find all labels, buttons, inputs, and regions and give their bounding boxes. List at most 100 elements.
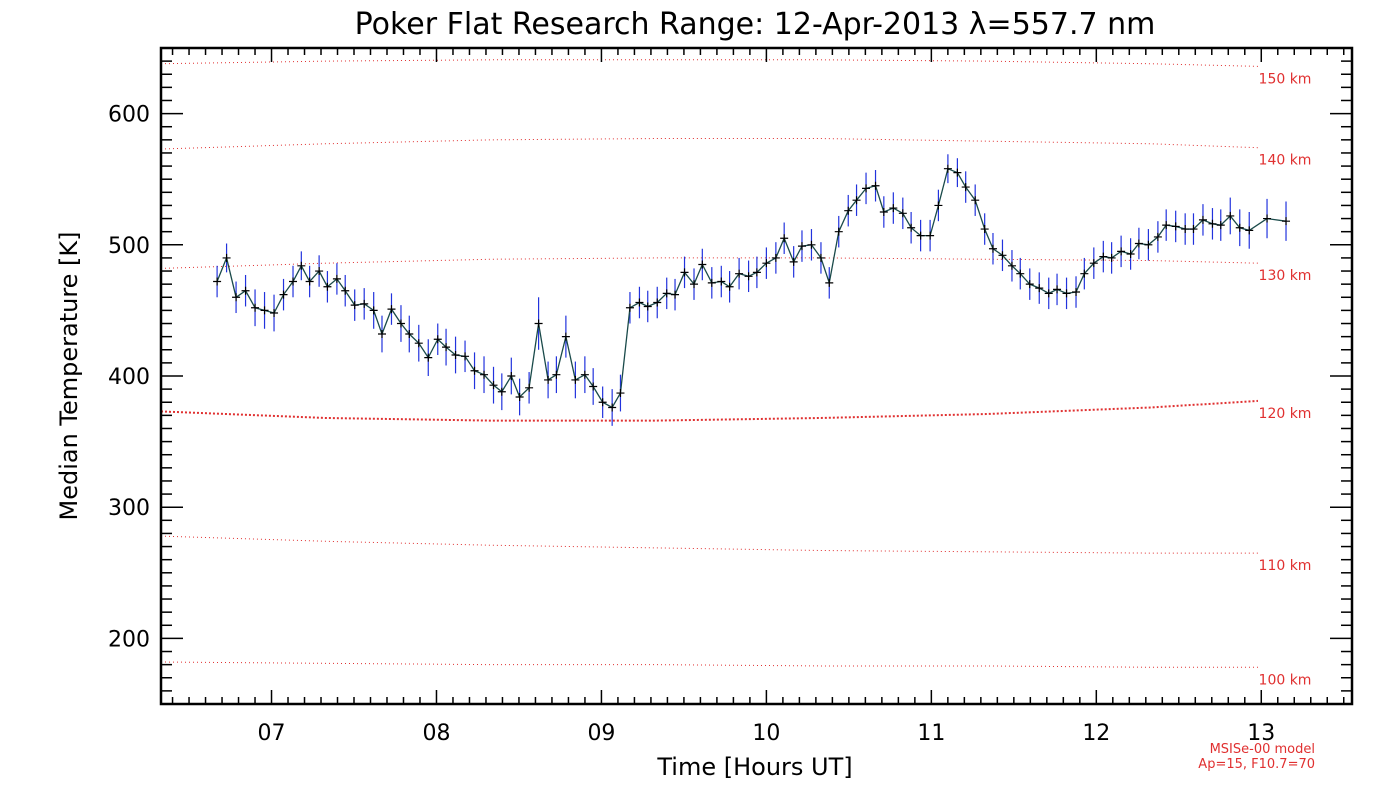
data-point	[1072, 288, 1081, 297]
data-point	[844, 206, 853, 215]
data-point	[898, 209, 907, 218]
data-point	[653, 298, 662, 307]
data-point	[387, 305, 396, 314]
y-axis: 200 300 400 500 600	[108, 47, 1352, 692]
data-point	[369, 306, 378, 315]
model-line-100-km	[160, 661, 1258, 668]
data-point	[1171, 222, 1180, 231]
data-point	[1107, 253, 1116, 262]
data-point	[1080, 269, 1089, 278]
model-label-110-km: 110 km	[1259, 558, 1312, 574]
error-bars	[216, 154, 1287, 426]
data-point	[270, 309, 279, 318]
model-note-line-2: Ap=15, F10.7=70	[1198, 757, 1315, 772]
data-point	[1235, 223, 1244, 232]
data-point	[589, 382, 598, 391]
data-point	[961, 183, 970, 192]
data-point	[862, 184, 871, 193]
data-point	[1007, 261, 1016, 270]
data-point	[1144, 240, 1153, 249]
x-axis: 07 08 09 10 11 12 13	[171, 48, 1345, 746]
data-series	[213, 164, 1291, 412]
data-point	[289, 277, 298, 286]
data-point	[297, 261, 306, 270]
data-point	[332, 274, 341, 283]
data-point	[725, 282, 734, 291]
data-point	[552, 370, 561, 379]
data-point	[988, 244, 997, 253]
data-point	[1099, 252, 1108, 261]
data-point	[789, 257, 798, 266]
data-point	[616, 389, 625, 398]
data-point	[971, 196, 980, 205]
model-label-120-km: 120 km	[1259, 406, 1312, 422]
data-point	[598, 398, 607, 407]
data-point	[377, 330, 386, 339]
temperature-line	[216, 167, 1287, 409]
data-point	[213, 277, 222, 286]
x-tick-label: 07	[258, 721, 286, 746]
data-point	[980, 225, 989, 234]
data-point	[451, 351, 460, 360]
data-point	[771, 253, 780, 262]
data-point	[608, 403, 617, 412]
data-point	[433, 335, 442, 344]
data-point	[424, 353, 433, 362]
y-tick-label: 300	[108, 496, 150, 521]
data-point	[461, 352, 470, 361]
data-point	[260, 306, 269, 315]
data-point	[580, 370, 589, 379]
x-tick-label: 10	[752, 721, 780, 746]
data-point	[707, 278, 716, 287]
data-point	[232, 293, 241, 302]
data-point	[690, 280, 699, 289]
data-point	[643, 302, 652, 311]
data-point	[943, 164, 952, 173]
data-point	[360, 299, 369, 308]
y-tick-label: 500	[108, 234, 150, 259]
model-line-110-km	[160, 535, 1258, 554]
data-point	[1282, 217, 1291, 226]
data-point	[717, 277, 726, 286]
model-line-130-km	[160, 257, 1258, 269]
data-point	[889, 204, 898, 213]
data-point	[341, 286, 350, 295]
data-point	[1117, 247, 1126, 256]
data-point	[305, 277, 314, 286]
data-point	[680, 268, 689, 277]
data-point	[1025, 280, 1034, 289]
data-point	[1062, 289, 1071, 298]
data-point	[1134, 239, 1143, 248]
data-point	[1226, 211, 1235, 220]
data-point	[797, 242, 806, 251]
data-point	[222, 253, 231, 262]
data-point	[489, 381, 498, 390]
x-tick-label: 13	[1247, 721, 1275, 746]
data-point	[241, 286, 250, 295]
data-point	[571, 375, 580, 384]
model-line-150-km	[160, 59, 1258, 67]
data-point	[414, 339, 423, 348]
y-tick-label: 600	[108, 103, 150, 128]
data-point	[780, 234, 789, 243]
data-point	[1162, 221, 1171, 230]
model-lines	[160, 59, 1259, 668]
data-point	[1216, 221, 1225, 230]
data-point	[807, 240, 816, 249]
data-point	[1153, 232, 1162, 241]
data-point	[1245, 226, 1254, 235]
data-point	[998, 251, 1007, 260]
data-point	[1263, 214, 1272, 223]
data-point	[507, 372, 516, 380]
data-point	[879, 208, 888, 216]
model-label-100-km: 100 km	[1259, 672, 1312, 688]
data-point	[405, 330, 414, 339]
data-point	[816, 253, 825, 262]
data-point	[1198, 215, 1207, 224]
model-label-150-km: 150 km	[1259, 71, 1312, 87]
data-point	[1181, 225, 1190, 234]
data-point	[916, 231, 925, 240]
data-point	[1016, 269, 1025, 278]
data-point	[825, 278, 834, 287]
